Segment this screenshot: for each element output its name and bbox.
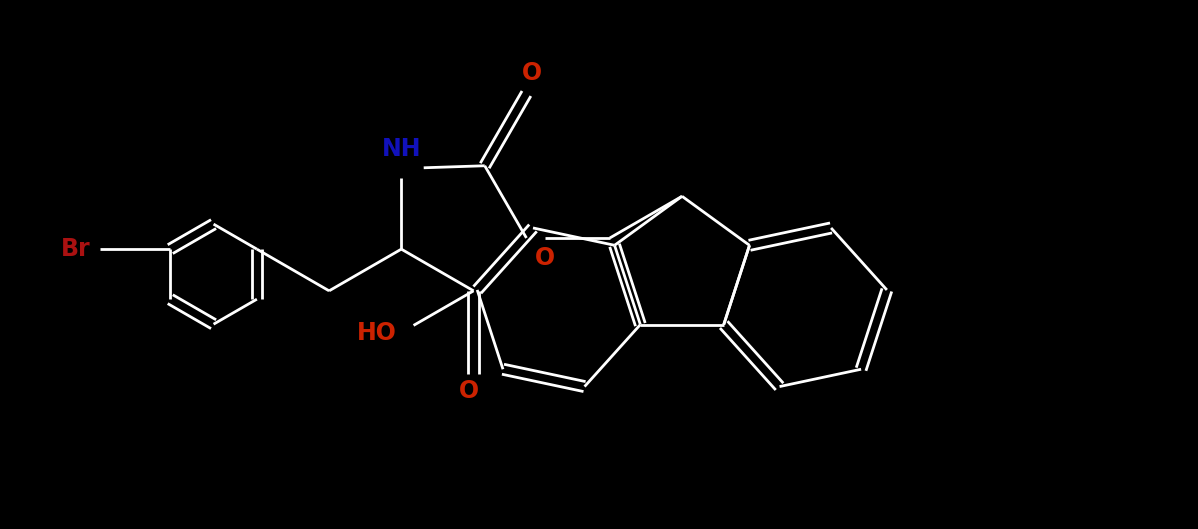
Text: HO: HO [356, 321, 397, 344]
Text: Br: Br [60, 237, 90, 261]
Text: NH: NH [382, 136, 420, 161]
Text: O: O [521, 61, 541, 85]
Text: O: O [459, 379, 478, 403]
Text: O: O [534, 246, 555, 270]
